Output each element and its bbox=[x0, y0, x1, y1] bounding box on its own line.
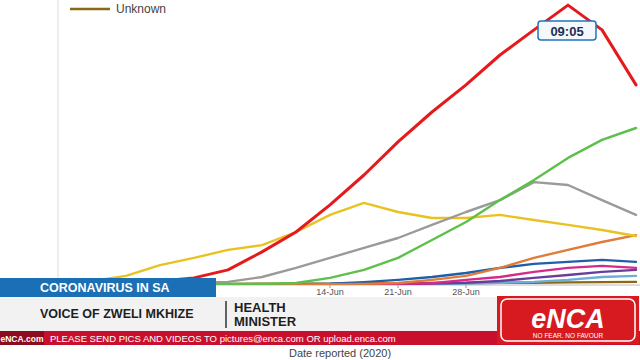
ticker-source-box bbox=[0, 331, 44, 345]
x-tick-label: 28-Jun bbox=[452, 287, 480, 297]
divider bbox=[225, 301, 227, 328]
legend-swatch bbox=[70, 8, 110, 11]
frame: 14-Jun 21-Jun 28-Jun Unknown Date reported (… bbox=[0, 0, 640, 360]
clock: 09:05 bbox=[550, 24, 583, 39]
y-axis bbox=[58, 0, 59, 285]
legend-label: Unknown bbox=[116, 2, 166, 16]
logo: eNCA bbox=[531, 304, 605, 334]
plot-area bbox=[58, 5, 636, 285]
x-tick-label: 21-Jun bbox=[384, 287, 412, 297]
x-tick-label: 14-Jun bbox=[316, 287, 344, 297]
ticker-source: eNCA.com bbox=[1, 334, 44, 344]
role: MINISTER bbox=[234, 314, 297, 329]
role: HEALTH bbox=[234, 300, 286, 315]
series-line bbox=[58, 5, 636, 284]
topic-bar bbox=[0, 278, 216, 297]
topic: CORONAVIRUS IN SA bbox=[40, 281, 170, 295]
series-line bbox=[58, 235, 636, 285]
logo-outline bbox=[501, 299, 635, 341]
ticker: PLEASE SEND PICS AND VIDEOS TO pictures@… bbox=[50, 333, 396, 344]
name-bar bbox=[0, 297, 497, 331]
slogan: NO FEAR. NO FAVOUR bbox=[533, 332, 604, 339]
background bbox=[0, 0, 640, 360]
clock-box bbox=[538, 21, 596, 40]
x-axis-title: Date reported (2020) bbox=[289, 347, 391, 359]
series-line bbox=[58, 128, 636, 285]
speaker: VOICE OF ZWELI MKHIZE bbox=[40, 307, 193, 321]
series-line bbox=[58, 203, 636, 283]
logo-box bbox=[497, 296, 639, 344]
series-line bbox=[58, 182, 636, 285]
